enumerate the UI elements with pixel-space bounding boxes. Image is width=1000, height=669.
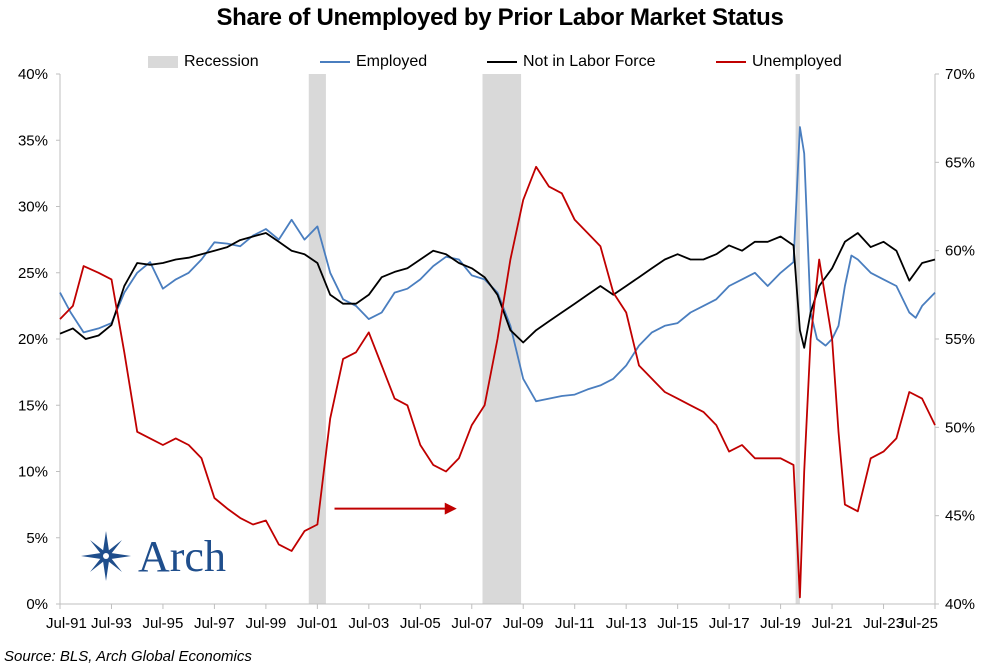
legend-item-employed: Employed bbox=[320, 52, 427, 72]
chart-series bbox=[59, 126, 936, 599]
chart-axes: 0% 5% 10% 15% 20% 25% 30% 35% 40% 40% 45% 50% 55% 60%… bbox=[18, 66, 975, 632]
y-left-tick-label-5: 25% bbox=[18, 265, 48, 282]
y-left-tick-label-0: 0% bbox=[26, 596, 48, 613]
recession-band-1 bbox=[482, 74, 522, 604]
y-right-tick-label-2: 50% bbox=[945, 419, 975, 436]
x-tick-label-14: Jul-19 bbox=[760, 615, 801, 632]
x-tick-label-9: Jul-09 bbox=[503, 615, 544, 632]
y-right-tick-label-3: 55% bbox=[945, 331, 975, 348]
y-right-tick-label-4: 60% bbox=[945, 243, 975, 260]
x-tick-label-7: Jul-05 bbox=[400, 615, 441, 632]
logo-wordmark: Arch bbox=[138, 531, 226, 581]
y-left-tick-label-4: 20% bbox=[18, 331, 48, 348]
x-tick-label-10: Jul-11 bbox=[555, 615, 595, 632]
recession-band-0 bbox=[308, 74, 326, 604]
x-tick-label-6: Jul-03 bbox=[348, 615, 389, 632]
chart-annotations bbox=[334, 502, 457, 515]
legend-item-recession: Recession bbox=[148, 52, 259, 72]
x-tick-label-15: Jul-21 bbox=[812, 615, 853, 632]
y-left-tick-label-8: 40% bbox=[18, 66, 48, 83]
y-right-tick-label-5: 65% bbox=[945, 154, 975, 171]
series-line-not-in-labor-force bbox=[59, 232, 936, 349]
legend-label-unemployed: Unemployed bbox=[752, 53, 842, 70]
y-left-tick-label-3: 15% bbox=[18, 397, 48, 414]
y-right-tick-label-1: 45% bbox=[945, 508, 975, 525]
y-right-tick-label-6: 70% bbox=[945, 66, 975, 83]
compass-star-icon bbox=[81, 531, 131, 581]
x-tick-label-2: Jul-95 bbox=[143, 615, 184, 632]
x-tick-label-1: Jul-93 bbox=[91, 615, 132, 632]
legend-swatch-employed bbox=[320, 61, 350, 63]
chart-legend: Recession Employed Not in Labor Force Un… bbox=[0, 52, 1000, 72]
x-tick-label-0: Jul-91 bbox=[46, 615, 87, 632]
legend-item-nilf: Not in Labor Force bbox=[487, 52, 656, 72]
x-tick-label-4: Jul-99 bbox=[245, 615, 286, 632]
legend-label-nilf: Not in Labor Force bbox=[523, 53, 656, 70]
legend-swatch-recession bbox=[148, 56, 178, 68]
source-note: Source: BLS, Arch Global Economics bbox=[4, 648, 252, 665]
x-tick-label-16: Jul-23 bbox=[863, 615, 904, 632]
arch-logo: Arch bbox=[80, 530, 226, 582]
recession-bands bbox=[308, 74, 800, 604]
legend-item-unemployed: Unemployed bbox=[716, 52, 842, 72]
y-left-tick-label-1: 5% bbox=[26, 530, 48, 547]
series-line-employed bbox=[59, 126, 936, 403]
recession-band-2 bbox=[795, 74, 800, 604]
series-line-unemployed bbox=[59, 165, 936, 599]
y-right-tick-label-0: 40% bbox=[945, 596, 975, 613]
chart-title: Share of Unemployed by Prior Labor Marke… bbox=[216, 4, 784, 31]
x-tick-label-12: Jul-15 bbox=[657, 615, 698, 632]
x-tick-label-11: Jul-13 bbox=[606, 615, 647, 632]
x-tick-label-13: Jul-17 bbox=[709, 615, 750, 632]
legend-label-employed: Employed bbox=[356, 53, 428, 70]
legend-swatch-unemployed bbox=[716, 61, 746, 63]
annotation-arrow-head bbox=[444, 502, 457, 515]
x-tick-label-8: Jul-07 bbox=[451, 615, 492, 632]
x-tick-label-3: Jul-97 bbox=[194, 615, 235, 632]
y-left-tick-label-6: 30% bbox=[18, 199, 48, 216]
legend-label-recession: Recession bbox=[184, 53, 259, 70]
y-left-tick-label-2: 10% bbox=[18, 464, 48, 481]
x-tick-label-17: Jul-25 bbox=[897, 615, 938, 632]
y-left-tick-label-7: 35% bbox=[18, 132, 48, 149]
legend-swatch-nilf bbox=[487, 61, 517, 63]
x-tick-label-5: Jul-01 bbox=[297, 615, 338, 632]
